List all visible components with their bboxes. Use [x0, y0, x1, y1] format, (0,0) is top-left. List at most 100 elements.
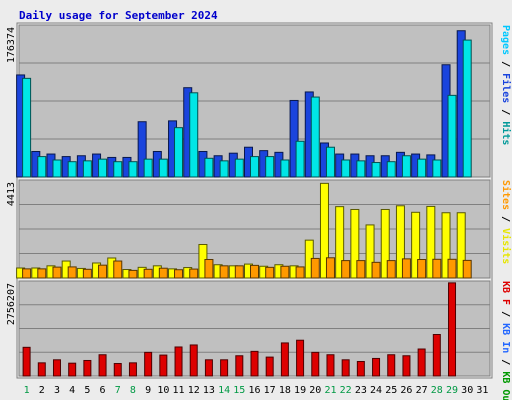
day-label-5: 5: [84, 385, 90, 396]
day-label-10: 10: [157, 385, 169, 396]
bar-hits-day-3: [52, 159, 62, 178]
day-label-26: 26: [400, 385, 412, 396]
bar-hits-day-15: [234, 158, 244, 178]
bar-hits-day-28: [432, 159, 442, 178]
bar-hits-day-14: [219, 160, 229, 178]
day-label-27: 27: [416, 385, 428, 396]
bar-hits-day-23: [356, 160, 366, 178]
bar-kbf-day-13: [204, 359, 213, 377]
bar-kbf-day-29: [448, 282, 457, 377]
bar-kbf-day-28: [432, 334, 441, 377]
legend-entry: KB In: [500, 323, 511, 353]
bar-visits-day-23: [350, 208, 360, 279]
day-label-11: 11: [173, 385, 185, 396]
day-label-15: 15: [233, 385, 245, 396]
bar-sites-day-24: [371, 261, 381, 279]
bar-visits-day-21: [319, 182, 329, 279]
day-label-14: 14: [218, 385, 230, 396]
legend-entry: Visits: [500, 228, 512, 264]
legend-entry: KB Out: [500, 371, 511, 400]
day-label-7: 7: [115, 385, 121, 396]
bar-sites-day-4: [67, 266, 77, 279]
bar-kbf-day-15: [235, 355, 244, 377]
legend-entry: Hits: [500, 121, 512, 145]
panel-legend: Pages / Files / Hits: [500, 25, 512, 145]
bar-hits-day-12: [189, 92, 199, 178]
bar-hits-day-22: [341, 159, 351, 178]
bar-sites-day-18: [280, 265, 290, 279]
bar-hits-day-21: [325, 146, 335, 178]
bar-visits-day-22: [335, 206, 345, 279]
bar-hits-day-11: [174, 127, 184, 178]
bar-hits-day-6: [98, 158, 108, 178]
legend-entry: /: [500, 305, 511, 323]
bar-hits-day-17: [265, 156, 275, 178]
bar-kbf-day-18: [280, 342, 289, 377]
day-label-20: 20: [309, 385, 321, 396]
day-label-30: 30: [461, 385, 473, 396]
bar-sites-day-27: [417, 259, 427, 279]
bar-kbf-day-16: [250, 350, 259, 377]
day-label-1: 1: [24, 385, 30, 396]
day-label-2: 2: [39, 385, 45, 396]
bar-visits-day-27: [411, 211, 421, 279]
day-label-19: 19: [294, 385, 306, 396]
bar-sites-day-16: [250, 264, 259, 279]
day-label-24: 24: [370, 385, 382, 396]
bar-hits-day-4: [67, 161, 77, 178]
day-label-21: 21: [324, 385, 336, 396]
bar-sites-day-21: [325, 257, 335, 279]
day-label-4: 4: [69, 385, 75, 396]
bar-sites-day-23: [356, 260, 366, 279]
day-label-29: 29: [446, 385, 458, 396]
panel-visits-sites: 4413 Sites / Visits: [6, 179, 512, 279]
bar-sites-day-2: [37, 268, 47, 279]
chart-title: Daily usage for September 2024: [19, 9, 218, 22]
bar-sites-day-7: [113, 260, 123, 279]
bar-sites-day-15: [234, 265, 244, 279]
bar-hits-day-19: [295, 140, 305, 178]
bar-kbf-day-22: [341, 359, 350, 377]
day-label-31: 31: [476, 385, 488, 396]
bar-kbf-day-11: [174, 346, 183, 377]
bar-sites-day-8: [128, 269, 138, 279]
bar-hits-day-10: [158, 158, 168, 178]
bar-kbf-day-6: [98, 354, 107, 377]
bar-sites-day-17: [265, 266, 275, 279]
bar-files-day-19: [289, 99, 299, 178]
chart-frame: [16, 22, 493, 379]
day-label-23: 23: [355, 385, 367, 396]
bar-sites-day-19: [295, 266, 305, 279]
bar-sites-day-14: [219, 265, 229, 279]
bar-sites-day-30: [462, 259, 472, 279]
bar-sites-day-29: [447, 258, 457, 279]
bar-hits-day-2: [37, 156, 47, 178]
panel-legend: KB F / KB In / KB Out: [500, 281, 511, 400]
bar-kbf-day-4: [68, 362, 77, 377]
day-label-13: 13: [203, 385, 215, 396]
day-label-6: 6: [100, 385, 106, 396]
legend-entry: /: [500, 353, 511, 371]
bar-kbf-day-10: [159, 354, 168, 377]
bar-hits-day-30: [462, 39, 472, 178]
bar-kbf-day-5: [83, 359, 92, 377]
bar-files-day-9: [137, 121, 147, 178]
bar-kbf-day-23: [356, 360, 365, 377]
bar-sites-day-12: [189, 268, 199, 279]
bar-hits-day-18: [280, 159, 290, 178]
panel-kbytes: 27 56 20 7 KB F / KB In / KB Out: [6, 280, 511, 400]
bar-kbf-day-17: [265, 356, 274, 377]
bar-kbf-day-24: [372, 357, 381, 377]
bar-kbf-day-8: [128, 362, 137, 377]
bar-sites-day-26: [401, 258, 411, 279]
panel-hits-files-pages: 176374 Pages / Files / Hits: [6, 24, 512, 178]
bar-kbf-day-26: [402, 355, 411, 377]
bar-visits-day-26: [395, 205, 405, 279]
legend-entry: Files: [500, 73, 512, 103]
bar-hits-day-8: [128, 161, 138, 178]
bar-hits-day-5: [82, 160, 92, 178]
bar-visits-day-29: [441, 212, 451, 279]
bar-sites-day-22: [341, 260, 351, 279]
